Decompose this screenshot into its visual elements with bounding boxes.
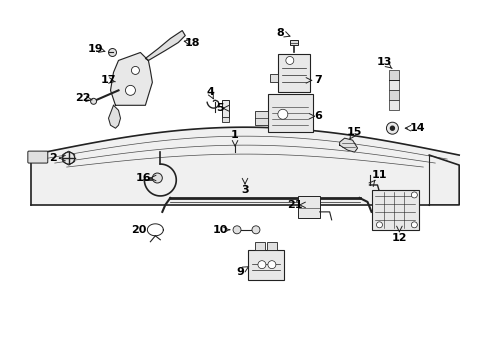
Polygon shape [110, 53, 152, 105]
Bar [388, 90, 399, 100]
Circle shape [125, 85, 135, 95]
Text: 20: 20 [130, 225, 146, 235]
Circle shape [376, 222, 382, 228]
FancyBboxPatch shape [277, 54, 309, 92]
Text: 14: 14 [408, 123, 424, 133]
Text: 15: 15 [346, 127, 362, 137]
Text: 16: 16 [135, 173, 151, 183]
Bar [266, 242, 276, 250]
FancyBboxPatch shape [297, 196, 319, 218]
Polygon shape [31, 127, 458, 205]
Circle shape [277, 109, 287, 119]
Circle shape [410, 222, 416, 228]
Bar [254, 242, 264, 250]
Text: 5: 5 [216, 103, 224, 113]
Circle shape [389, 126, 394, 130]
Text: 7: 7 [313, 75, 321, 85]
Text: 11: 11 [371, 170, 386, 180]
Circle shape [62, 152, 75, 164]
Text: 9: 9 [236, 267, 244, 276]
Bar [222, 117, 228, 122]
Circle shape [410, 192, 416, 198]
Circle shape [90, 98, 96, 104]
Circle shape [258, 261, 265, 269]
Text: 18: 18 [184, 37, 200, 48]
Bar [388, 80, 399, 90]
FancyBboxPatch shape [371, 190, 419, 230]
Circle shape [386, 122, 398, 134]
Text: 19: 19 [87, 44, 103, 54]
Bar [254, 111, 267, 125]
Bar [289, 40, 297, 45]
Text: 22: 22 [75, 93, 90, 103]
Circle shape [108, 49, 116, 57]
Circle shape [267, 261, 275, 269]
Bar [388, 71, 399, 80]
Bar [222, 100, 228, 118]
Bar [269, 75, 277, 82]
Text: 3: 3 [241, 185, 248, 195]
Text: 21: 21 [286, 200, 302, 210]
Circle shape [131, 67, 139, 75]
Circle shape [285, 57, 293, 64]
Circle shape [251, 226, 260, 234]
Polygon shape [108, 105, 120, 128]
Text: 1: 1 [231, 130, 239, 140]
Text: 4: 4 [206, 87, 214, 97]
Text: 17: 17 [101, 75, 116, 85]
Circle shape [233, 226, 241, 234]
Text: 6: 6 [313, 111, 321, 121]
Circle shape [152, 173, 162, 183]
Text: 12: 12 [391, 233, 407, 243]
Text: 13: 13 [376, 58, 391, 67]
FancyBboxPatch shape [28, 151, 48, 163]
Polygon shape [339, 138, 357, 152]
FancyBboxPatch shape [247, 250, 283, 280]
Text: 10: 10 [212, 225, 227, 235]
Polygon shape [145, 31, 185, 60]
Bar [388, 100, 399, 110]
Text: 2: 2 [49, 153, 57, 163]
Text: 8: 8 [275, 28, 283, 37]
FancyBboxPatch shape [267, 94, 312, 132]
